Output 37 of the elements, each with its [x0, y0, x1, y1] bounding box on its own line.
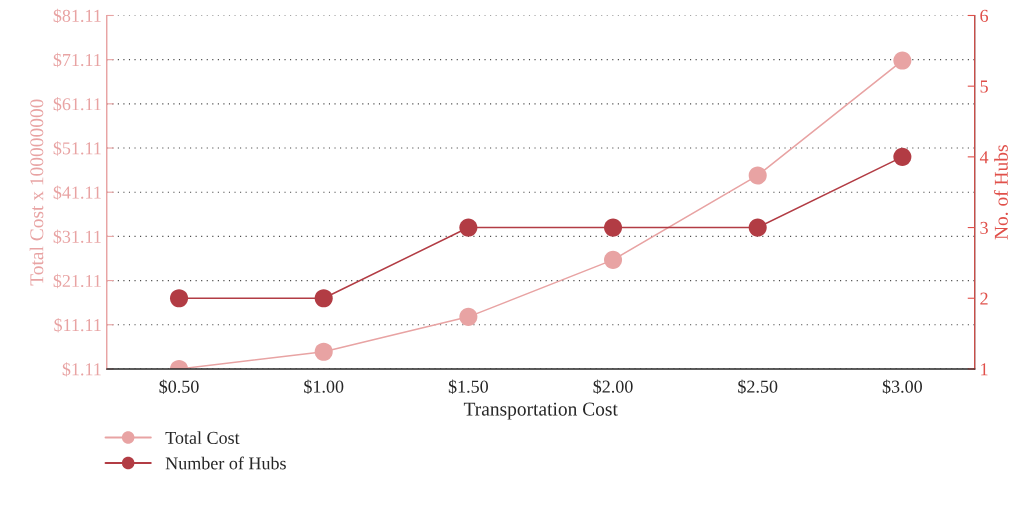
- x-tick-label: $2.50: [738, 379, 778, 394]
- point: [314, 342, 333, 361]
- y-tick-label: $31.11: [53, 229, 101, 245]
- x-tick-label: $0.50: [159, 379, 199, 394]
- y-tick-label: $11.11: [54, 317, 101, 333]
- y-tick-label: $61.11: [53, 97, 101, 112]
- legend-label: Total Cost: [165, 431, 240, 444]
- x-tick-label: $3.00: [882, 379, 922, 394]
- y2-axis-title: No. of Hubs: [993, 145, 1008, 240]
- point: [893, 51, 912, 70]
- y2-tick-label: 1: [981, 363, 988, 376]
- y-tick-label: $71.11: [53, 52, 101, 68]
- y2-tick-label: 4: [979, 151, 989, 164]
- point: [459, 307, 478, 326]
- point: [314, 289, 333, 308]
- y2-tick-label: 2: [980, 292, 988, 305]
- legend-label: Number of Hubs: [165, 456, 286, 470]
- y2-tick-label: 6: [980, 9, 989, 22]
- x-tick-label: $1.50: [448, 379, 488, 394]
- y-tick-label: $81.11: [53, 8, 101, 24]
- y-tick-label: $41.11: [53, 185, 101, 200]
- x-tick-label: $1.00: [304, 379, 344, 394]
- y2-tick-label: 5: [980, 80, 988, 93]
- point: [459, 218, 478, 237]
- y-tick-label: $1.11: [62, 362, 101, 377]
- x-axis-title: Transportation Cost: [463, 402, 618, 420]
- point: [170, 289, 189, 308]
- point: [893, 147, 912, 166]
- x-tick-label: $2.00: [593, 379, 633, 394]
- point: [604, 250, 623, 269]
- y-tick-label: $51.11: [53, 141, 101, 156]
- point: [604, 218, 623, 237]
- y-tick-label: $21.11: [53, 273, 101, 289]
- point: [748, 166, 767, 185]
- y2-tick-label: 3: [980, 221, 988, 234]
- y-axis-title: Total Cost x 100000000: [29, 99, 44, 286]
- point: [748, 218, 767, 237]
